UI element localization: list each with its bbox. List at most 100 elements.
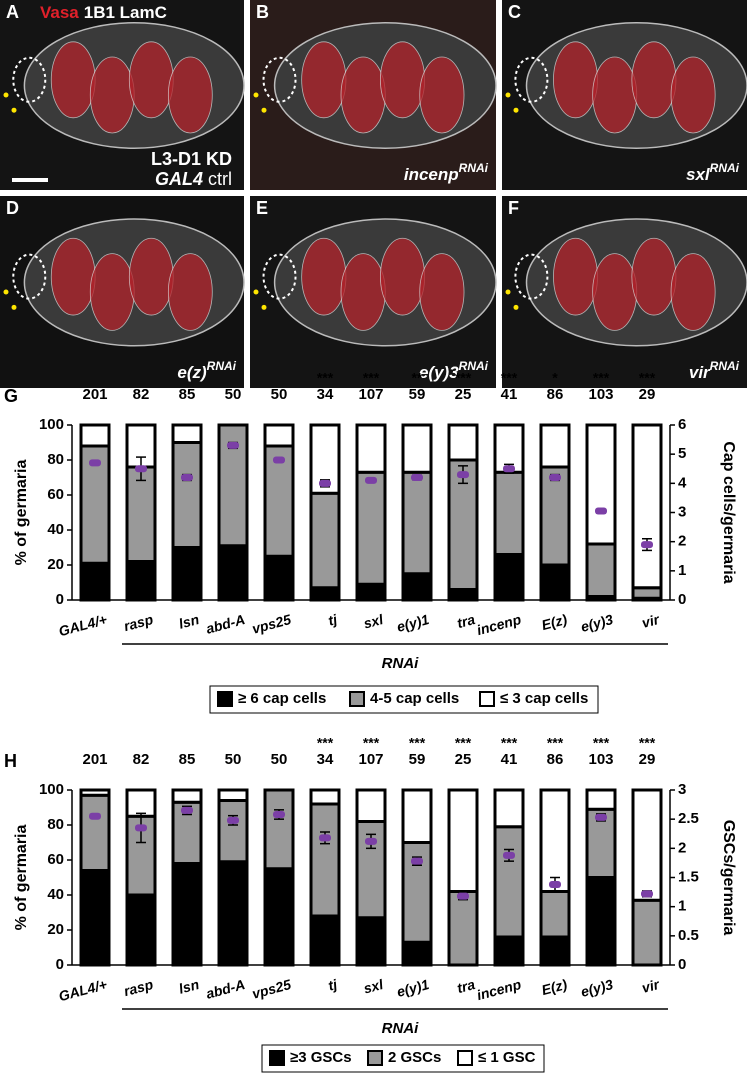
germ-cells [592,253,638,331]
bar-segment [631,423,663,590]
germ-cells [89,56,135,134]
bar-segment [447,890,479,967]
bar-segment [585,423,617,546]
bar-segment [631,586,663,600]
germ-cells [301,237,347,316]
bar-segment [79,869,111,967]
y2-tick-label: 2.5 [678,810,699,827]
y-tick-label: 60 [47,851,64,868]
x-tick-label: e(y)1 [395,976,431,1000]
n-label: 50 [225,386,242,403]
x-tick-label: GAL4/+ [57,611,109,639]
bar-segment [217,799,249,864]
niche-outline [12,253,47,300]
germ-cells [340,56,386,134]
germ-cells [379,237,426,316]
panel-letter: B [256,2,269,22]
legend-label: ≥3 GSCs [290,1049,352,1066]
y-tick-label: 40 [47,521,64,538]
x-tick-label: rasp [122,976,155,999]
cap-cell-marker [505,92,511,98]
n-label: 107 [358,386,383,403]
gene-sup: RNAi [459,359,489,373]
bar-segment [401,940,433,967]
significance: *** [317,735,334,751]
mean-point [365,476,377,484]
legend-swatch [457,1050,473,1066]
significance: *** [501,735,518,751]
legend-swatch [367,1050,383,1066]
bar-segment [539,788,571,893]
x-tick-label: tj [326,611,339,629]
niche-outline [514,56,549,103]
panel-letter: D [6,198,19,218]
x-tick-label: vps25 [250,976,293,1002]
gene-name: vir [689,363,711,382]
bar-segment [217,860,249,967]
bar-segment [171,788,203,804]
bar-segment [631,788,663,902]
legend-label: 4-5 cap cells [370,690,459,707]
x-tick-label: vir [640,611,662,631]
bar-segment [263,444,295,558]
significance: *** [363,370,380,386]
bar-segment [171,862,203,967]
mean-point [135,824,147,832]
y-axis-title: % of germaria [13,459,30,565]
germ-cells [379,41,426,119]
x-tick-label: e(y)3 [579,611,615,635]
y2-tick-label: 6 [678,416,686,433]
n-label: 103 [588,751,613,768]
cap-cell-marker [11,107,17,113]
germ-cells [670,56,716,134]
n-label: 85 [179,751,196,768]
y2-tick-label: 0 [678,591,686,608]
cap-cell-marker [253,289,259,295]
bar-segment [171,546,203,602]
y2-axis-title: Cap cells/germaria [720,441,737,583]
n-label: 29 [639,386,656,403]
germ-cells [89,253,135,331]
bar-segment [401,788,433,844]
significance: *** [593,370,610,386]
bar-segment [79,561,111,602]
bar-segment [493,470,525,556]
cap-cell-marker [253,92,259,98]
x-tick-label: tra [455,976,477,996]
x-tick-label: vir [640,976,662,996]
y2-tick-label: 3 [678,781,686,798]
gene-label: sxlRNAi [686,161,740,184]
x-tick-label: incenp [475,611,523,638]
bar-segment [309,788,341,806]
gene-label: virRNAi [689,359,740,382]
group-label: RNAi [382,1020,419,1037]
bar-segment [125,893,157,967]
cap-cell-marker [261,107,267,113]
bar-segment [539,563,571,602]
n-label: 86 [547,751,564,768]
mean-point [595,507,607,515]
significance: *** [639,370,656,386]
mean-point [641,541,653,549]
gene-name: e(y)3 [419,363,459,382]
germ-cells [167,56,213,134]
significance: * [552,370,558,386]
n-label: 59 [409,751,426,768]
mean-point [319,834,331,842]
gene-name: e(z) [177,363,207,382]
legend-label: 2 GSCs [388,1049,441,1066]
significance: ** [412,370,423,386]
significance: *** [317,370,334,386]
gene-name: sxl [686,165,711,184]
bar-segment [493,825,525,939]
cap-cell-marker [3,289,9,295]
bar-segment [539,465,571,567]
panel-letter: E [256,198,268,218]
n-label: 34 [317,386,334,403]
y-tick-label: 80 [47,816,64,833]
panel-letter: F [508,198,519,218]
x-tick-label: GAL4/+ [57,976,109,1004]
significance: *** [455,370,472,386]
germ-cells [419,56,465,134]
bar-segment [125,788,157,818]
